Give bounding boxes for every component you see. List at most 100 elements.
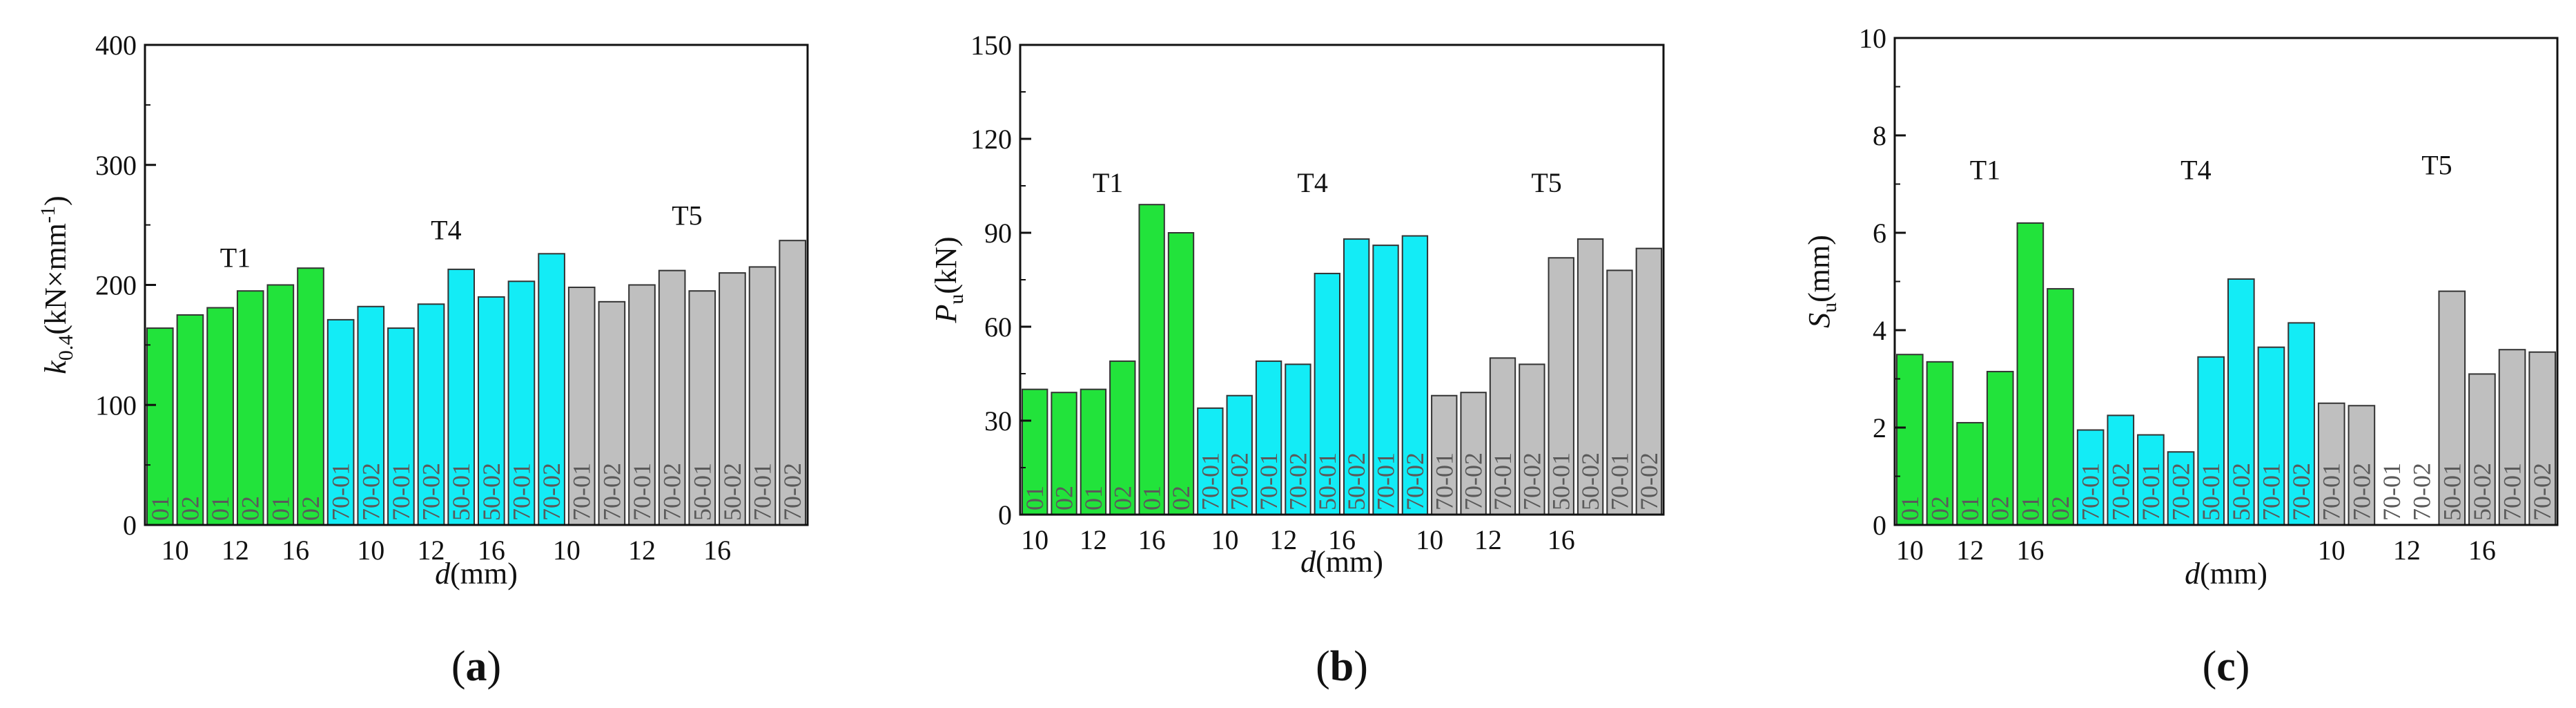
panel-label: (c) [2203,643,2250,690]
bar-c-13 [2257,346,2285,526]
bar-specimen-label: 01 [1021,486,1048,510]
panel-a-chart: 01 02 01 02 01 02 70-01 70-02 70-01 70-02 50-01 50-… [37,30,809,690]
x-tick-label: 12 [1474,524,1502,555]
bar-specimen-label: 70-02 [1284,452,1311,510]
x-tick-label: 12 [222,535,249,566]
bar-b-12 [1343,238,1370,515]
bar-c-15 [2317,402,2345,526]
bar-c-19 [2438,290,2466,526]
y-tick-label: 6 [1873,218,1886,249]
y-tick-label: 400 [95,30,137,61]
y-tick-label: 0 [123,510,137,541]
x-tick-label: 12 [628,535,656,566]
bar-specimen-label: 70-02 [1460,452,1487,510]
bar-specimen-label: 70-01 [2499,463,2526,521]
x-tick-label: 16 [478,535,505,566]
x-axis-label: d(mm) [435,557,518,591]
bar-specimen-label: 01 [1956,496,1984,521]
x-tick-label: 12 [1956,535,1984,566]
bar-specimen-label: 70-01 [1372,452,1400,510]
bar-specimen-label: 70-02 [418,463,445,521]
bar-specimen-label: 70-02 [2348,463,2375,521]
bar-specimen-label: 70-01 [1196,452,1224,510]
group-label-t1: T1 [220,242,251,273]
bar-a-2 [176,314,204,526]
bar-a-14 [538,253,565,526]
bar-b-6 [1167,232,1195,515]
bar-specimen-label: 50-02 [719,463,746,521]
x-tick-label: 12 [2393,535,2421,566]
bar-b-8 [1226,394,1253,515]
bar-c-2 [1926,361,1954,526]
y-tick-label: 2 [1873,412,1886,443]
bar-specimen-label: 70-02 [2107,463,2134,521]
bar-a-6 [297,267,324,526]
bar-c-5 [2016,222,2045,526]
y-tick-label: 300 [95,150,137,181]
bar-b-20 [1577,238,1604,515]
bar-specimen-label: 02 [297,496,324,521]
bar-a-12 [478,296,505,526]
bar-a-5 [266,284,295,526]
bar-specimen-label: 70-01 [2137,463,2165,521]
x-tick-label: 16 [1328,524,1356,555]
bar-specimen-label: 02 [2047,496,2074,521]
bar-a-17 [628,284,656,526]
bar-specimen-label: 50-02 [1343,452,1370,510]
bar-specimen-label: 70-01 [387,463,415,521]
bar-b-17 [1489,357,1516,515]
x-tick-label: 16 [703,535,731,566]
bar-specimen-label: 70-01 [327,463,355,521]
bar-specimen-label: 70-01 [628,463,656,521]
y-tick-label: 10 [1859,23,1886,54]
bar-specimen-label: 70-02 [538,463,565,521]
panel-b-chart: 01 02 01 02 01 02 70-01 70-02 70-01 70-02 50-01 50-… [929,30,1665,690]
bar-b-2 [1051,392,1077,516]
bar-specimen-label: 70-01 [1606,452,1633,510]
bar-specimen-label: 02 [1987,496,2014,521]
x-tick-label: 10 [1896,535,1924,566]
bar-specimen-label: 70-01 [507,463,535,521]
bar-specimen-label: 70-02 [357,463,384,521]
bar-specimen-label: 70-01 [2318,463,2345,521]
bar-c-1 [1896,354,1924,526]
bar-specimen-label: 02 [176,496,204,521]
bar-specimen-label: 50-01 [447,463,475,521]
bar-specimen-label: 50-01 [2438,463,2466,521]
bar-a-8 [357,305,385,526]
bar-b-21 [1606,269,1633,515]
bar-c-6 [2047,288,2074,526]
bar-c-16 [2348,405,2376,526]
bar-specimen-label: 50-02 [1577,452,1604,510]
bar-b-11 [1314,272,1340,515]
bar-specimen-label: 70-02 [2167,463,2195,521]
y-axis-label: Su(mm) [1802,235,1841,328]
x-tick-label: 10 [162,535,189,566]
bar-a-22 [779,240,807,526]
group-label-t5: T5 [2421,149,2452,180]
bar-specimen-label: 02 [1926,496,1953,521]
bar-a-4 [236,290,264,526]
bar-specimen-label: 70-01 [1489,452,1516,510]
group-label-t4: T4 [431,214,461,245]
x-axis-label: d(mm) [2185,557,2267,591]
bar-specimen-label: 01 [1138,486,1166,510]
bar-specimen-label: 50-02 [2227,463,2255,521]
bar-c-21 [2498,349,2526,526]
group-label-t5: T5 [672,200,702,231]
bar-b-22 [1635,247,1663,515]
bar-c-9 [2137,434,2165,526]
bar-b-3 [1080,388,1107,516]
y-tick-label: 0 [1873,510,1886,541]
group-label-t4: T4 [1297,167,1327,198]
bar-b-18 [1519,363,1545,516]
group-label-t1: T1 [1970,154,2000,185]
y-tick-label: 150 [970,30,1012,61]
bar-specimen-label: 50-01 [1548,452,1575,510]
bar-specimen-label: 70-02 [598,463,625,521]
bar-b-7 [1197,407,1224,515]
bar-specimen-label: 70-01 [568,463,596,521]
bar-specimen-label: 70-02 [1518,452,1545,510]
x-tick-label: 10 [1211,524,1239,555]
